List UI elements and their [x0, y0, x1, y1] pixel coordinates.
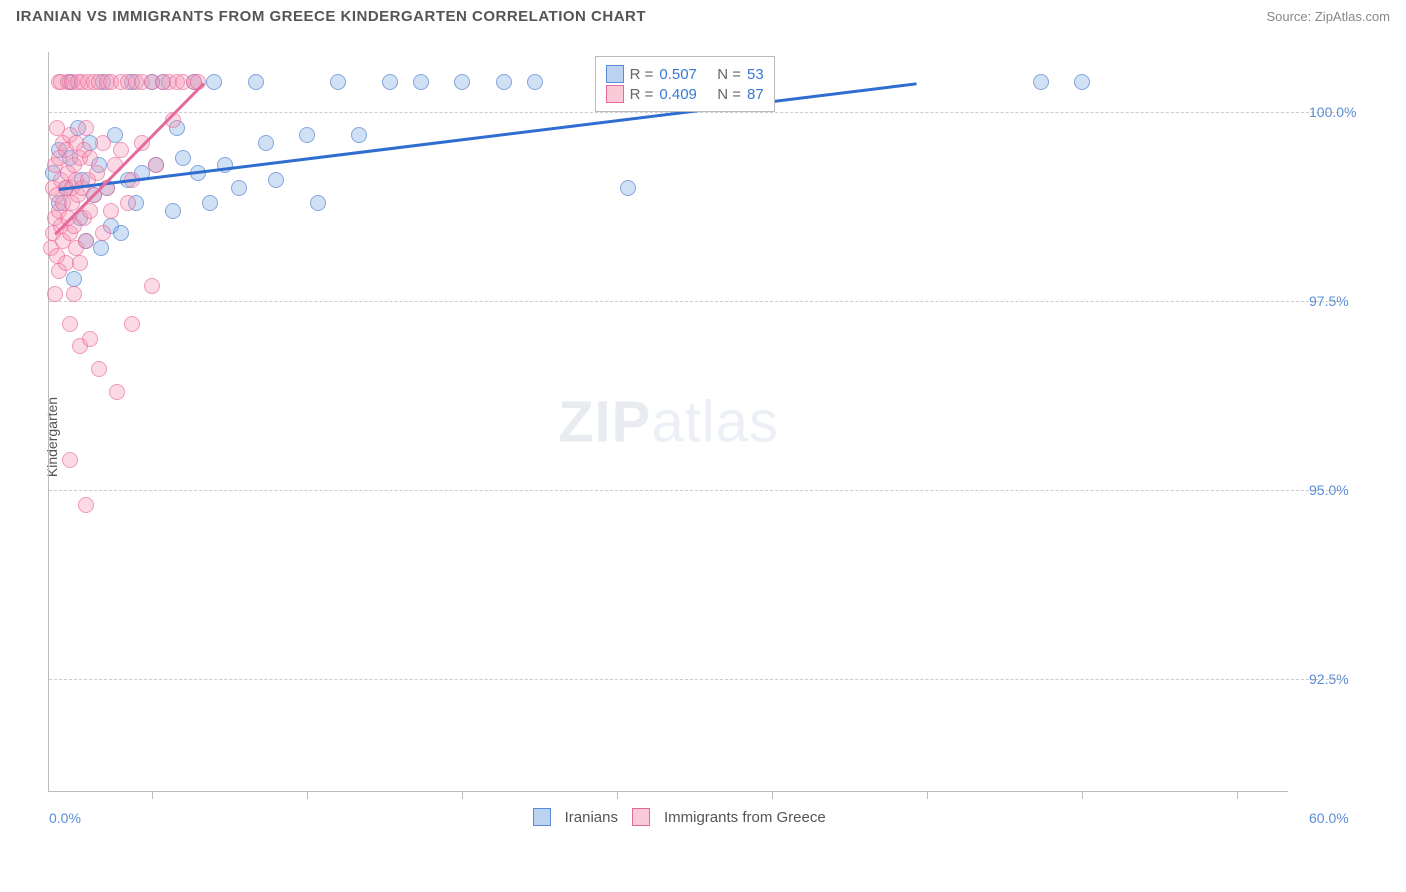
- chart-area: Kindergarten ZIPatlas 92.5%95.0%97.5%100…: [48, 52, 1388, 822]
- data-point: [89, 165, 105, 181]
- data-point: [91, 361, 107, 377]
- gridline: [49, 112, 1339, 113]
- gridline: [49, 490, 1339, 491]
- data-point: [202, 195, 218, 211]
- x-tick: [307, 791, 308, 799]
- x-tick: [772, 791, 773, 799]
- x-tick: [927, 791, 928, 799]
- data-point: [62, 452, 78, 468]
- data-point: [268, 172, 284, 188]
- watermark: ZIPatlas: [558, 388, 779, 455]
- data-point: [144, 278, 160, 294]
- y-tick-label: 100.0%: [1309, 104, 1356, 120]
- data-point: [620, 180, 636, 196]
- x-tick: [152, 791, 153, 799]
- data-point: [527, 74, 543, 90]
- x-tick: [1082, 791, 1083, 799]
- data-point: [113, 225, 129, 241]
- legend-row: R = 0.507 N = 53: [606, 65, 764, 83]
- plot-region: ZIPatlas 92.5%95.0%97.5%100.0%0.0%60.0%R…: [48, 52, 1288, 792]
- data-point: [72, 255, 88, 271]
- x-min-label: 0.0%: [49, 810, 81, 826]
- legend-label: Immigrants from Greece: [664, 809, 826, 826]
- data-point: [165, 203, 181, 219]
- data-point: [78, 120, 94, 136]
- chart-source: Source: ZipAtlas.com: [1266, 9, 1390, 24]
- x-tick: [617, 791, 618, 799]
- n-value: 53: [747, 66, 764, 83]
- data-point: [351, 127, 367, 143]
- r-label: R =: [630, 66, 654, 83]
- data-point: [95, 225, 111, 241]
- chart-header: IRANIAN VS IMMIGRANTS FROM GREECE KINDER…: [0, 0, 1406, 29]
- series-legend: Iranians Immigrants from Greece: [533, 808, 826, 826]
- data-point: [258, 135, 274, 151]
- data-point: [82, 331, 98, 347]
- data-point: [95, 135, 111, 151]
- legend-swatch: [606, 65, 624, 83]
- gridline: [49, 679, 1339, 680]
- legend-row: R = 0.409 N = 87: [606, 85, 764, 103]
- legend-swatch: [533, 808, 551, 826]
- data-point: [1074, 74, 1090, 90]
- data-point: [109, 384, 125, 400]
- r-value: 0.507: [659, 66, 697, 83]
- data-point: [47, 286, 63, 302]
- n-value: 87: [747, 86, 764, 103]
- data-point: [113, 142, 129, 158]
- data-point: [78, 233, 94, 249]
- y-tick-label: 92.5%: [1309, 671, 1349, 687]
- data-point: [299, 127, 315, 143]
- data-point: [330, 74, 346, 90]
- data-point: [217, 157, 233, 173]
- r-label: R =: [630, 86, 654, 103]
- n-label: N =: [717, 86, 741, 103]
- data-point: [496, 74, 512, 90]
- data-point: [231, 180, 247, 196]
- data-point: [120, 195, 136, 211]
- chart-title: IRANIAN VS IMMIGRANTS FROM GREECE KINDER…: [16, 8, 646, 25]
- data-point: [382, 74, 398, 90]
- data-point: [310, 195, 326, 211]
- data-point: [93, 240, 109, 256]
- y-tick-label: 95.0%: [1309, 482, 1349, 498]
- x-max-label: 60.0%: [1309, 810, 1349, 826]
- data-point: [124, 316, 140, 332]
- x-tick: [462, 791, 463, 799]
- data-point: [62, 316, 78, 332]
- data-point: [413, 74, 429, 90]
- data-point: [103, 203, 119, 219]
- data-point: [248, 74, 264, 90]
- correlation-legend: R = 0.507 N = 53 R = 0.409 N = 87: [595, 56, 775, 112]
- legend-swatch: [632, 808, 650, 826]
- data-point: [175, 150, 191, 166]
- r-value: 0.409: [659, 86, 697, 103]
- x-tick: [1237, 791, 1238, 799]
- y-tick-label: 97.5%: [1309, 293, 1349, 309]
- data-point: [148, 157, 164, 173]
- legend-label: Iranians: [565, 809, 618, 826]
- legend-swatch: [606, 85, 624, 103]
- data-point: [78, 497, 94, 513]
- data-point: [206, 74, 222, 90]
- gridline: [49, 301, 1339, 302]
- data-point: [66, 271, 82, 287]
- data-point: [82, 150, 98, 166]
- data-point: [1033, 74, 1049, 90]
- data-point: [66, 286, 82, 302]
- n-label: N =: [717, 66, 741, 83]
- data-point: [454, 74, 470, 90]
